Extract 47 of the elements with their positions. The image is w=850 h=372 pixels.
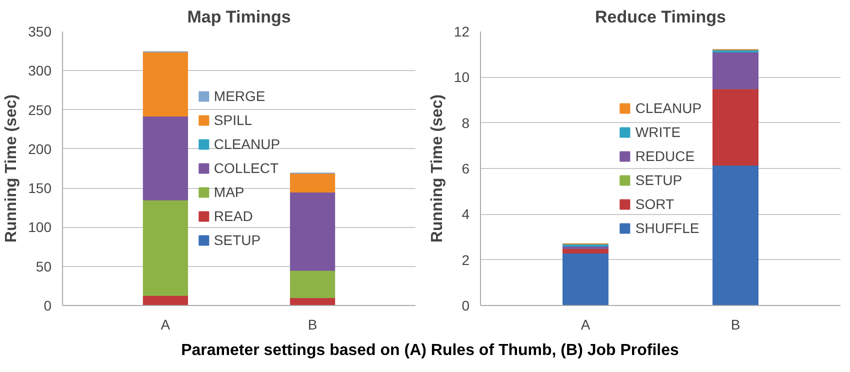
chart-title: Reduce Timings bbox=[595, 8, 726, 26]
legend-label: REDUCE bbox=[635, 148, 695, 164]
x-tick-label: B bbox=[730, 316, 740, 332]
bar bbox=[712, 52, 758, 90]
bar bbox=[562, 252, 608, 306]
y-tick-label: 4 bbox=[462, 206, 470, 222]
bar bbox=[712, 164, 758, 306]
y-tick-label: 350 bbox=[28, 24, 52, 40]
y-tick-label: 8 bbox=[462, 114, 470, 131]
legend-label: MAP bbox=[214, 184, 244, 200]
x-tick-label: B bbox=[308, 316, 318, 332]
x-axis-title: Parameter settings based on (A) Rules of Thumb, (B) Job Profiles bbox=[181, 341, 679, 361]
legend-label: WRITE bbox=[635, 124, 681, 140]
bar bbox=[290, 191, 336, 271]
y-tick-label: 250 bbox=[28, 102, 52, 118]
legend-label: SORT bbox=[635, 196, 674, 212]
y-tick-label: 12 bbox=[454, 24, 470, 40]
x-tick-label: A bbox=[160, 316, 171, 332]
bar bbox=[290, 172, 336, 192]
legend-label: SPILL bbox=[214, 112, 252, 128]
bar bbox=[712, 88, 758, 166]
bar bbox=[290, 270, 336, 298]
legend-label: SETUP bbox=[635, 172, 682, 188]
bar bbox=[142, 199, 188, 296]
y-tick-label: 0 bbox=[462, 298, 470, 314]
bar bbox=[142, 51, 188, 117]
legend-label: READ bbox=[214, 208, 253, 224]
y-tick-label: 300 bbox=[28, 62, 52, 79]
bar bbox=[142, 116, 188, 200]
legend-label: CLEANUP bbox=[214, 136, 280, 152]
legend-label: SHUFFLE bbox=[635, 220, 700, 236]
legend-label: COLLECT bbox=[214, 160, 279, 176]
y-tick-label: 100 bbox=[28, 219, 52, 236]
y-tick-label: 150 bbox=[28, 180, 52, 196]
legend-label: CLEANUP bbox=[635, 100, 702, 116]
y-tick-label: 200 bbox=[28, 140, 52, 157]
y-axis-title: Running Time (sec) bbox=[428, 94, 446, 243]
chart-title: Map Timings bbox=[187, 8, 291, 26]
legend-label: SETUP bbox=[214, 232, 261, 248]
y-tick-label: 2 bbox=[462, 252, 470, 268]
y-tick-label: 10 bbox=[454, 69, 470, 86]
y-tick-label: 0 bbox=[44, 298, 52, 314]
legend-label: MERGE bbox=[214, 88, 266, 104]
y-tick-label: 50 bbox=[36, 258, 52, 274]
x-tick-label: A bbox=[580, 316, 591, 332]
y-tick-label: 6 bbox=[462, 160, 470, 176]
y-axis-title: Running Time (sec) bbox=[3, 94, 20, 243]
